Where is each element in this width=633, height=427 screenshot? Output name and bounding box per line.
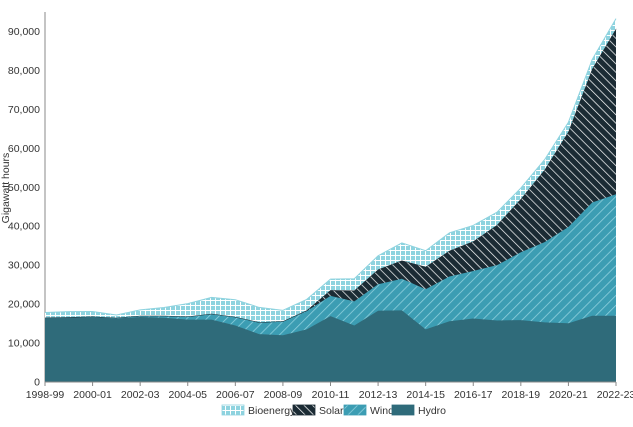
y-tick-label: 40,000 [8, 221, 40, 233]
legend-item-wind: Wind [343, 404, 394, 417]
legend-item-bioenergy: Bioenergy [221, 404, 296, 417]
y-tick-label: 10,000 [8, 338, 40, 350]
area-solar [45, 28, 616, 323]
x-tick-label: 2020-21 [549, 389, 588, 401]
y-tick-label: 80,000 [8, 65, 40, 77]
y-tick-label: 60,000 [8, 143, 40, 155]
legend-label-bioenergy: Bioenergy [248, 405, 296, 417]
x-tick-label: 2002-03 [121, 389, 160, 401]
y-axis-title: Gigawatt hours [0, 153, 12, 224]
y-tick-label: 30,000 [8, 260, 40, 272]
x-tick-label: 2014-15 [406, 389, 445, 401]
area-wind [45, 194, 616, 336]
y-axis: 0 10,000 20,000 30,000 40,000 50,000 60,000 70,… [8, 12, 46, 389]
legend-label-wind: Wind [370, 405, 394, 417]
area-edge-bioenergy [44, 18, 617, 316]
x-tick-label: 1998-99 [26, 389, 65, 401]
x-tick-label: 2016-17 [454, 389, 493, 401]
y-tick-label: 0 [34, 377, 40, 389]
legend-item-solar: Solar [292, 404, 344, 417]
legend-swatch-solar [292, 404, 316, 416]
area-layers [44, 18, 617, 382]
x-tick-label: 2010-11 [312, 389, 350, 401]
x-tick-label: 2022-23 [597, 389, 633, 401]
y-tick-label: 50,000 [8, 182, 40, 194]
x-tick-label: 2000-01 [73, 389, 112, 401]
y-tick-label: 20,000 [8, 299, 40, 311]
legend-swatch-wind [343, 404, 367, 416]
legend-label-hydro: Hydro [418, 405, 446, 417]
legend-swatch-bioenergy [221, 404, 245, 416]
x-tick-label: 2004-05 [168, 389, 207, 401]
x-tick-label: 2012-13 [359, 389, 398, 401]
y-tick-label: 90,000 [8, 26, 40, 38]
x-axis: 1998-99 2000-01 2002-03 2004-05 2006-07 2008-… [26, 381, 633, 401]
legend: Bioenergy Solar Wind Hydro [221, 404, 446, 417]
x-tick-label: 2008-09 [264, 389, 303, 401]
legend-label-solar: Solar [319, 405, 344, 417]
legend-swatch-hydro [391, 404, 415, 416]
x-tick-label: 2018-19 [502, 389, 541, 401]
y-tick-label: 70,000 [8, 104, 40, 116]
legend-item-hydro: Hydro [391, 404, 446, 417]
area-hydro [45, 310, 616, 382]
x-tick-label: 2006-07 [216, 389, 255, 401]
